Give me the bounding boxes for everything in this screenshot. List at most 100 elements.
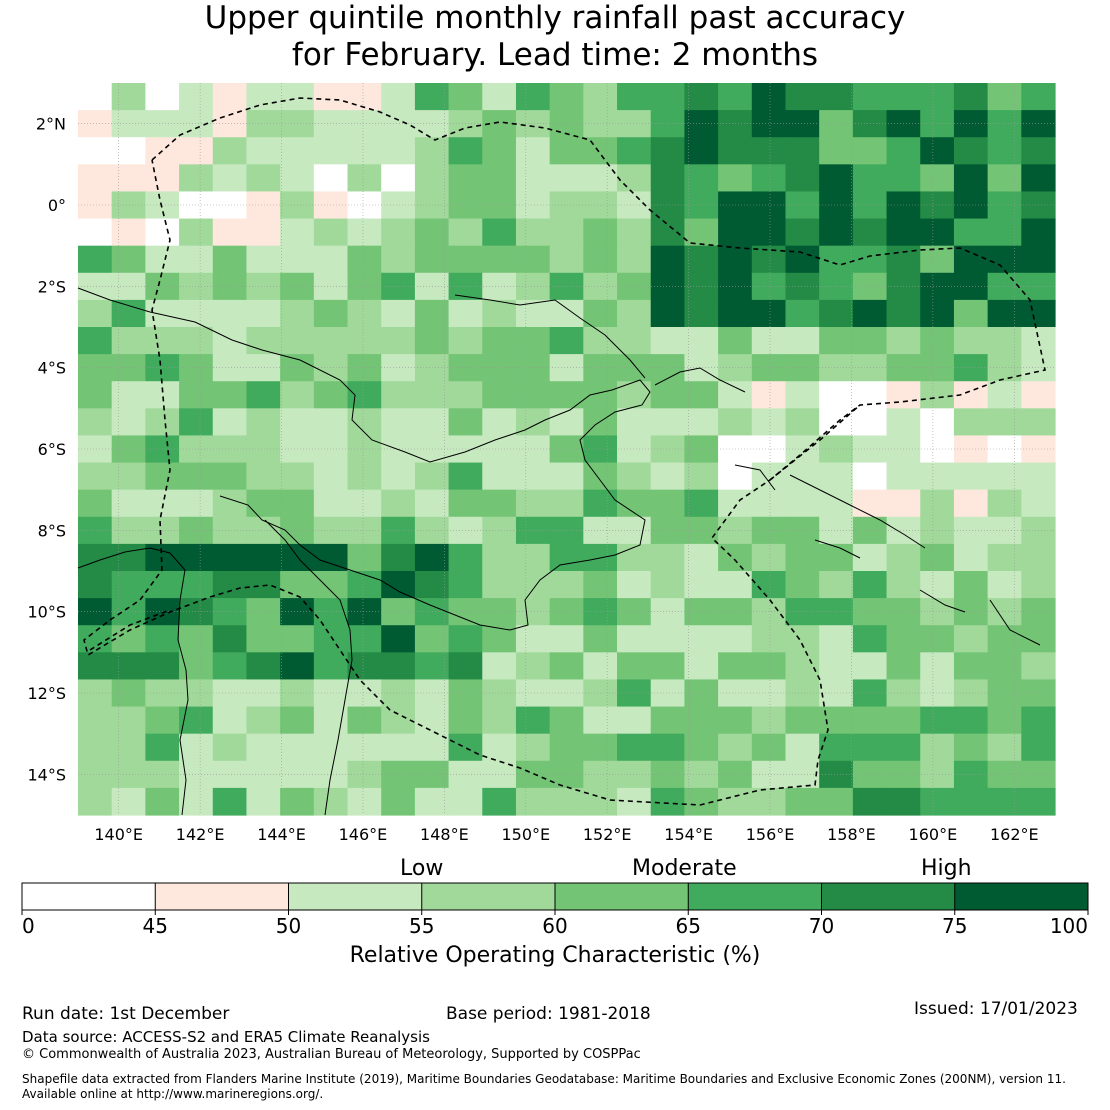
grid-cell [987, 408, 1022, 437]
grid-cell [852, 706, 888, 735]
australia-png-boundary [89, 609, 171, 651]
grid-cell [920, 625, 955, 653]
grid-cell [920, 598, 955, 626]
grid-cell [145, 706, 180, 735]
grid-cell [414, 733, 450, 762]
grid-cell [751, 137, 787, 165]
grid-cell [78, 164, 113, 193]
grid-cell [448, 408, 483, 437]
grid-cell [515, 272, 551, 301]
grid-cell [515, 652, 551, 681]
x-tick-label: 160°E [909, 825, 958, 844]
grid-cell [549, 83, 584, 111]
grid-cell [549, 245, 584, 274]
grid-cell [145, 245, 180, 274]
grid-cell [785, 679, 820, 708]
grid-cell [718, 462, 753, 491]
grid-cell [684, 760, 719, 789]
grid-cell [482, 435, 517, 464]
grid-cell [650, 381, 686, 409]
grid-cell [448, 733, 483, 762]
grid-cell [684, 110, 719, 138]
grid-cell [212, 245, 248, 274]
grid-cell [280, 571, 315, 599]
grid-cell [920, 733, 955, 762]
grid-cell [246, 625, 281, 653]
colorbar-tick-label: 65 [676, 914, 701, 938]
grid-cell [751, 381, 787, 409]
grid-cell [549, 354, 584, 382]
colorbar-segment [155, 883, 289, 910]
grid-cell [414, 218, 450, 247]
grid-cell [920, 299, 955, 328]
grid-cell [145, 408, 180, 437]
grid-cell [179, 679, 214, 708]
grid-cell [381, 191, 416, 220]
grid-cell [718, 218, 753, 247]
grid-cell [987, 571, 1022, 599]
colorbar-tick-label: 55 [409, 914, 434, 938]
grid-cell [111, 706, 146, 735]
grid-cell [179, 83, 214, 111]
grid-cell [482, 787, 517, 816]
grid-cell [920, 272, 955, 301]
grid-cell [313, 245, 349, 274]
grid-cell [987, 652, 1022, 681]
grid-cell [785, 787, 820, 816]
grid-cell [785, 245, 820, 274]
grid-cell [583, 83, 618, 111]
grid-cell [347, 598, 382, 626]
grid-cell [246, 652, 281, 681]
grid-cell [515, 381, 551, 409]
grid-cell [684, 164, 719, 193]
grid-cell [684, 381, 719, 409]
grid-cell [1021, 164, 1056, 193]
grid-cell [78, 83, 113, 111]
grid-cell [953, 435, 989, 464]
grid-cell [381, 787, 416, 816]
grid-cell [145, 272, 180, 301]
grid-cell [953, 299, 989, 328]
grid-cell [482, 733, 517, 762]
colorbar-tick-label: 60 [542, 914, 567, 938]
grid-cell [617, 787, 652, 816]
grid-cell [246, 787, 281, 816]
grid-cell [1021, 733, 1056, 762]
grid-cell [583, 164, 618, 193]
grid-cell [78, 245, 113, 274]
grid-cell [515, 218, 551, 247]
grid-cell [111, 327, 146, 355]
grid-cell [212, 327, 248, 355]
grid-cell [515, 435, 551, 464]
grid-cell [852, 489, 888, 518]
grid-cell [549, 218, 584, 247]
grid-cell [482, 408, 517, 437]
grid-cell [583, 381, 618, 409]
grid-cell [920, 652, 955, 681]
colorbar-tick-label: 75 [942, 914, 967, 938]
grid-cell [179, 354, 214, 382]
x-axis-ticks: 140°E 142°E 144°E 146°E 148°E 150°E 152°E 154°E… [94, 825, 1038, 844]
grid-cell [280, 381, 315, 409]
grid-cell [987, 327, 1022, 355]
grid-cell [313, 327, 349, 355]
makira-coastline [919, 589, 966, 613]
grid-cell [751, 733, 787, 762]
grid-cell [650, 83, 686, 111]
colorbar-tick-label: 50 [276, 914, 301, 938]
grid-cell [987, 164, 1022, 193]
grid-cell [448, 83, 483, 111]
grid-cell [953, 760, 989, 789]
grid-cell [785, 191, 820, 220]
grid-cell [785, 218, 820, 247]
colorbar-segment [288, 883, 422, 910]
colorbar-segment [421, 883, 555, 910]
grid-cell [111, 272, 146, 301]
grid-cell [212, 760, 248, 789]
grid-cell [785, 598, 820, 626]
grid-cell [78, 354, 113, 382]
grid-cell [751, 83, 787, 111]
grid-cell [987, 299, 1022, 328]
grid-cell [381, 598, 416, 626]
